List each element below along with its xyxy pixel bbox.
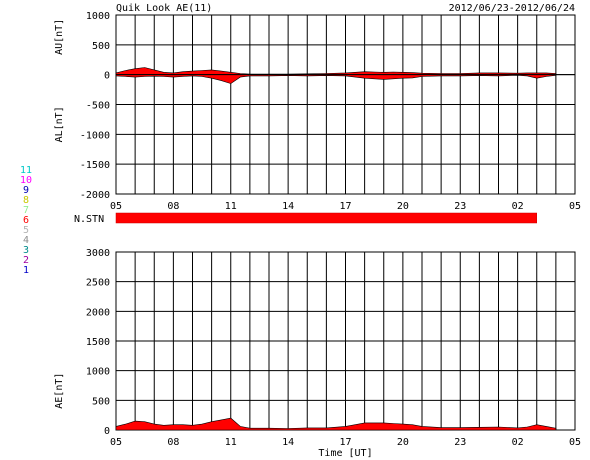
chart-title: Quik Look AE(11) — [116, 3, 212, 14]
au-al-xtick-label: 05 — [569, 201, 581, 212]
ae-xtick-label: 08 — [167, 437, 179, 448]
station-key-label: 7 — [23, 205, 29, 216]
au-al-ytick-label: -500 — [86, 101, 110, 112]
ae-ytick-label: 0 — [104, 426, 110, 437]
au-axis-label: AU[nT] — [54, 19, 65, 55]
ae-ytick-label: 500 — [92, 396, 110, 407]
stn-bar — [115, 212, 537, 224]
x-axis-label: Time [UT] — [318, 448, 372, 459]
station-key-label: 2 — [23, 255, 29, 266]
station-key-label: 6 — [23, 215, 29, 226]
au-al-ytick-label: 0 — [104, 71, 110, 82]
au-al-xtick-label: 20 — [397, 201, 409, 212]
station-key-label: 9 — [23, 185, 29, 196]
au-area — [115, 67, 557, 75]
ae-xtick-label: 11 — [225, 437, 237, 448]
stn-label: N.STN — [74, 214, 104, 225]
station-key-label: 10 — [20, 175, 32, 186]
au-al-xtick-label: 14 — [282, 201, 294, 212]
au-al-ytick-label: -1000 — [80, 130, 110, 141]
ae-axis-label: AE[nT] — [54, 373, 65, 409]
al-area — [115, 74, 557, 84]
date-range: 2012/06/23-2012/06/24 — [449, 3, 575, 14]
station-key-label: 5 — [23, 225, 29, 236]
ae-area — [115, 417, 557, 431]
al-axis-label: AL[nT] — [54, 106, 65, 142]
station-key-label: 3 — [23, 245, 29, 256]
au-al-xtick-label: 11 — [225, 201, 237, 212]
ae-ytick-label: 3000 — [86, 248, 110, 259]
ae-ytick-label: 1000 — [86, 367, 110, 378]
ae-ytick-label: 1500 — [86, 337, 110, 348]
ae-xtick-label: 05 — [110, 437, 122, 448]
au-al-ytick-label: 500 — [92, 41, 110, 52]
ae-xtick-label: 02 — [512, 437, 524, 448]
au-al-xtick-label: 08 — [167, 201, 179, 212]
au-al-xtick-label: 02 — [512, 201, 524, 212]
au-al-xtick-label: 05 — [110, 201, 122, 212]
au-al-xtick-label: 17 — [339, 201, 351, 212]
ae-xtick-label: 23 — [454, 437, 466, 448]
au-al-frame — [115, 14, 576, 195]
ae-xtick-label: 05 — [569, 437, 581, 448]
station-key-label: 8 — [23, 195, 29, 206]
ae-xtick-label: 17 — [339, 437, 351, 448]
station-key-label: 4 — [23, 235, 29, 246]
au-al-ytick-label: -1500 — [80, 160, 110, 171]
au-al-ytick-label: 1000 — [86, 11, 110, 22]
station-count-panel: N.STN — [74, 212, 537, 225]
au-al-ytick-label: -2000 — [80, 190, 110, 201]
station-key-label: 11 — [20, 165, 32, 176]
ae-xtick-label: 20 — [397, 437, 409, 448]
au-al-xtick-label: 23 — [454, 201, 466, 212]
station-key-label: 1 — [23, 265, 29, 276]
ae-ytick-label: 2500 — [86, 278, 110, 289]
ae-ytick-label: 2000 — [86, 307, 110, 318]
ae-xtick-label: 14 — [282, 437, 294, 448]
